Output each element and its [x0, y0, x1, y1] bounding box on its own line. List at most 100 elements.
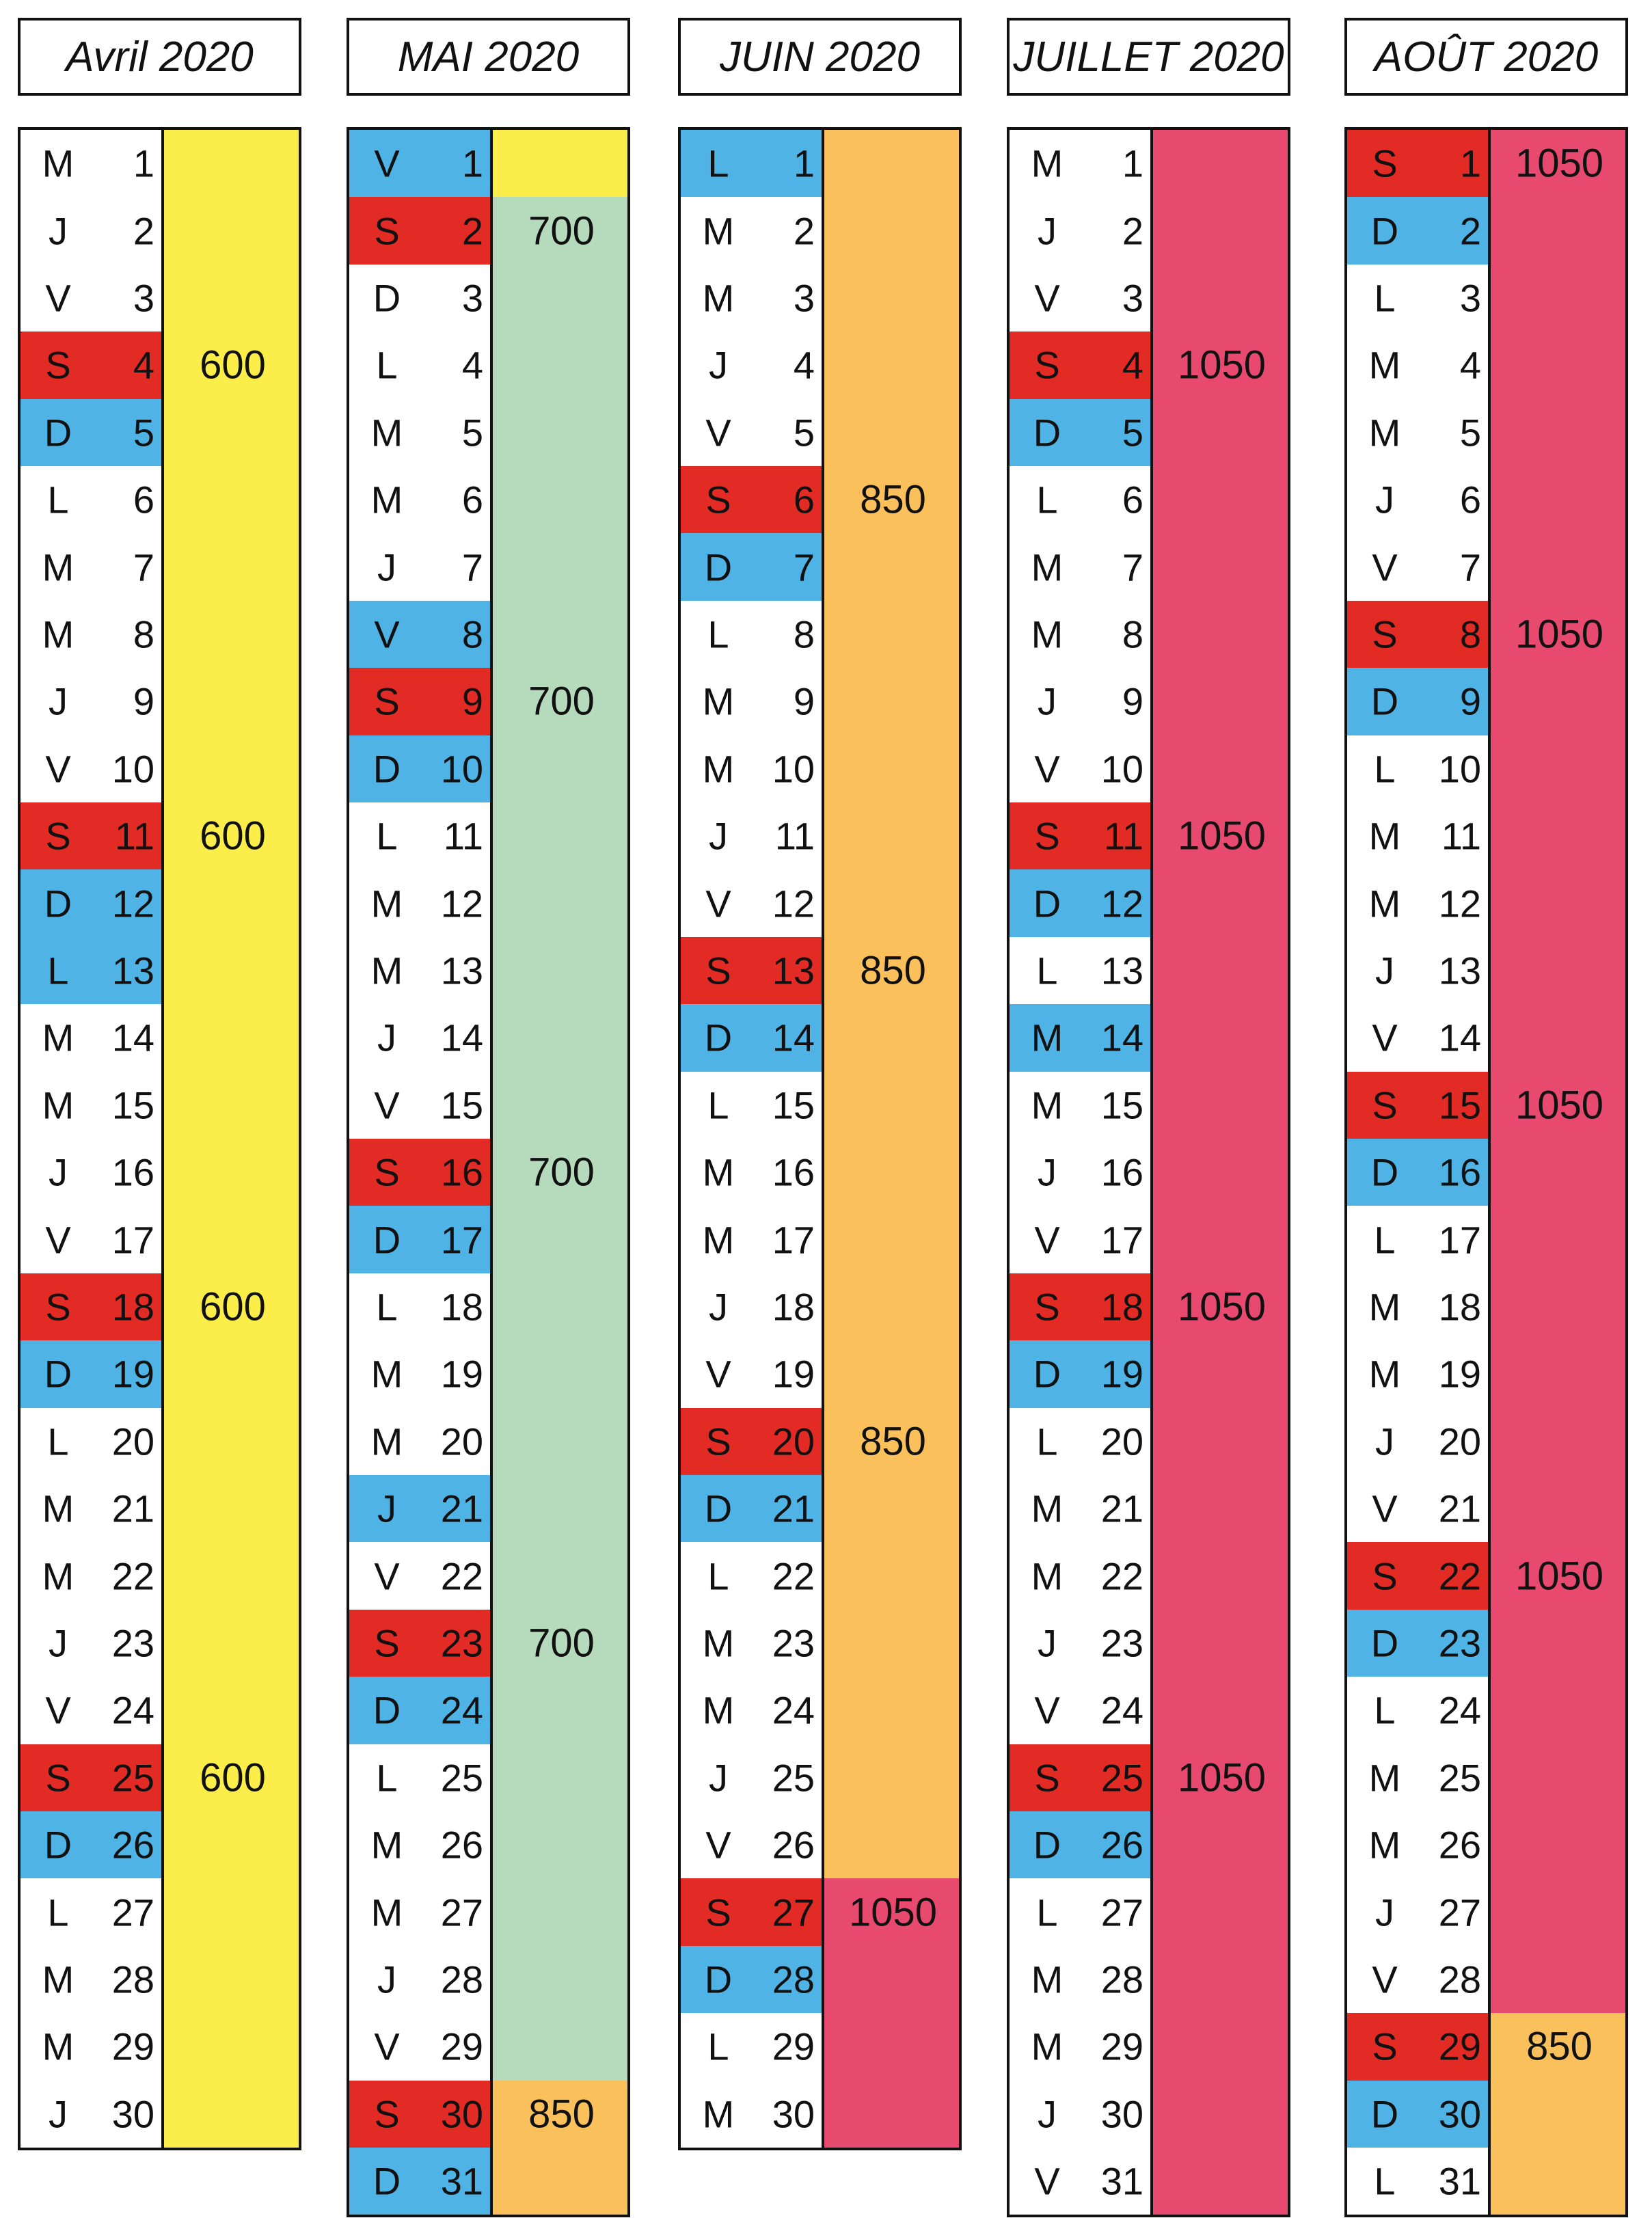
day-number: 18 [1100, 1285, 1143, 1329]
day-row: V 24 [1010, 1677, 1150, 1744]
day-letter: M [42, 2025, 75, 2068]
day-row: D 17 [349, 1206, 490, 1273]
day-letter: S [705, 949, 731, 992]
day-row: J 18 [681, 1273, 822, 1340]
day-letter: S [1034, 1756, 1060, 1800]
day-number: 4 [461, 343, 483, 387]
day-letter: M [702, 679, 735, 723]
day-number: 28 [1438, 1958, 1481, 2001]
day-row: S 11 [21, 802, 161, 870]
price-label: 1050 [1177, 813, 1267, 858]
day-row: D 12 [1010, 869, 1150, 937]
day-number: 9 [461, 679, 483, 723]
day-letter: D [373, 276, 401, 320]
day-number: 12 [111, 882, 154, 925]
day-letter: D [704, 1958, 733, 2001]
day-number: 23 [440, 1621, 483, 1665]
column-divider [161, 130, 164, 2148]
price-label: 700 [528, 1621, 595, 1666]
day-letter: J [1038, 1621, 1057, 1665]
day-number: 20 [440, 1420, 483, 1463]
day-number: 24 [772, 1688, 815, 1732]
day-row: M 28 [1010, 1946, 1150, 2013]
day-letter: J [49, 209, 68, 253]
day-letter: J [49, 679, 68, 723]
price-label: 850 [860, 948, 926, 993]
day-number: 7 [1459, 545, 1481, 589]
day-number: 17 [440, 1218, 483, 1262]
day-row: J 14 [349, 1004, 490, 1071]
day-letter: V [1034, 1688, 1060, 1732]
day-row: D 12 [21, 869, 161, 937]
day-letter: L [1374, 2159, 1396, 2203]
day-letter: L [376, 1285, 398, 1329]
day-letter: V [1372, 1016, 1398, 1059]
day-number: 31 [440, 2159, 483, 2203]
day-letter: L [1374, 747, 1396, 791]
day-row: M 27 [349, 1878, 490, 1945]
day-row: J 21 [349, 1475, 490, 1543]
day-row: S 13 [681, 936, 822, 1005]
day-number: 1 [133, 141, 154, 185]
day-number: 25 [1438, 1756, 1481, 1800]
day-number: 20 [1438, 1420, 1481, 1463]
day-number: 10 [440, 747, 483, 791]
day-letter: M [702, 1621, 735, 1665]
day-row: S 22 [1347, 1542, 1488, 1610]
day-row: L 31 [1347, 2148, 1488, 2215]
day-letter: J [49, 1150, 68, 1194]
day-row: D 21 [681, 1475, 822, 1543]
price-band-orange [1488, 2013, 1625, 2215]
day-letter: D [1370, 209, 1399, 253]
day-letter: L [707, 141, 729, 185]
day-number: 3 [1122, 276, 1143, 320]
day-letter: M [702, 1688, 735, 1732]
day-number: 5 [133, 411, 154, 455]
day-letter: L [1036, 1420, 1058, 1463]
day-row: M 30 [681, 2081, 822, 2148]
day-number: 11 [1103, 814, 1143, 858]
day-number: 24 [111, 1688, 154, 1732]
day-letter: L [1036, 949, 1058, 992]
day-number: 26 [111, 1823, 154, 1867]
day-number: 2 [1459, 209, 1481, 253]
day-number: 25 [111, 1756, 154, 1800]
day-letter: L [47, 478, 69, 522]
day-number: 3 [793, 276, 815, 320]
day-letter: M [42, 1016, 75, 1059]
day-number: 3 [1459, 276, 1481, 320]
day-letter: L [1374, 276, 1396, 320]
day-letter: S [374, 1621, 400, 1665]
day-row: S 20 [681, 1407, 822, 1475]
price-band-yellow [161, 130, 299, 2148]
day-number: 27 [1438, 1891, 1481, 1934]
day-letter: J [1375, 949, 1394, 992]
day-letter: M [42, 1554, 75, 1598]
day-row: L 18 [349, 1273, 490, 1340]
day-number: 10 [772, 747, 815, 791]
day-letter: J [1375, 1891, 1394, 1934]
day-letter: D [704, 1016, 733, 1059]
day-number: 26 [1100, 1823, 1143, 1867]
day-row: V 14 [1347, 1004, 1488, 1071]
day-letter: S [45, 814, 71, 858]
day-number: 2 [461, 209, 483, 253]
day-letter: M [702, 2092, 735, 2136]
day-number: 19 [1438, 1352, 1481, 1396]
day-row: S 18 [1010, 1273, 1150, 1341]
month-title: JUIN 2020 [678, 18, 962, 96]
price-band-yellow [490, 130, 627, 198]
day-row: M 19 [349, 1340, 490, 1407]
day-row: L 11 [349, 802, 490, 869]
day-row: J 13 [1347, 937, 1488, 1004]
day-number: 22 [440, 1554, 483, 1598]
day-letter: M [1031, 1487, 1064, 1530]
day-row: V 29 [349, 2013, 490, 2080]
